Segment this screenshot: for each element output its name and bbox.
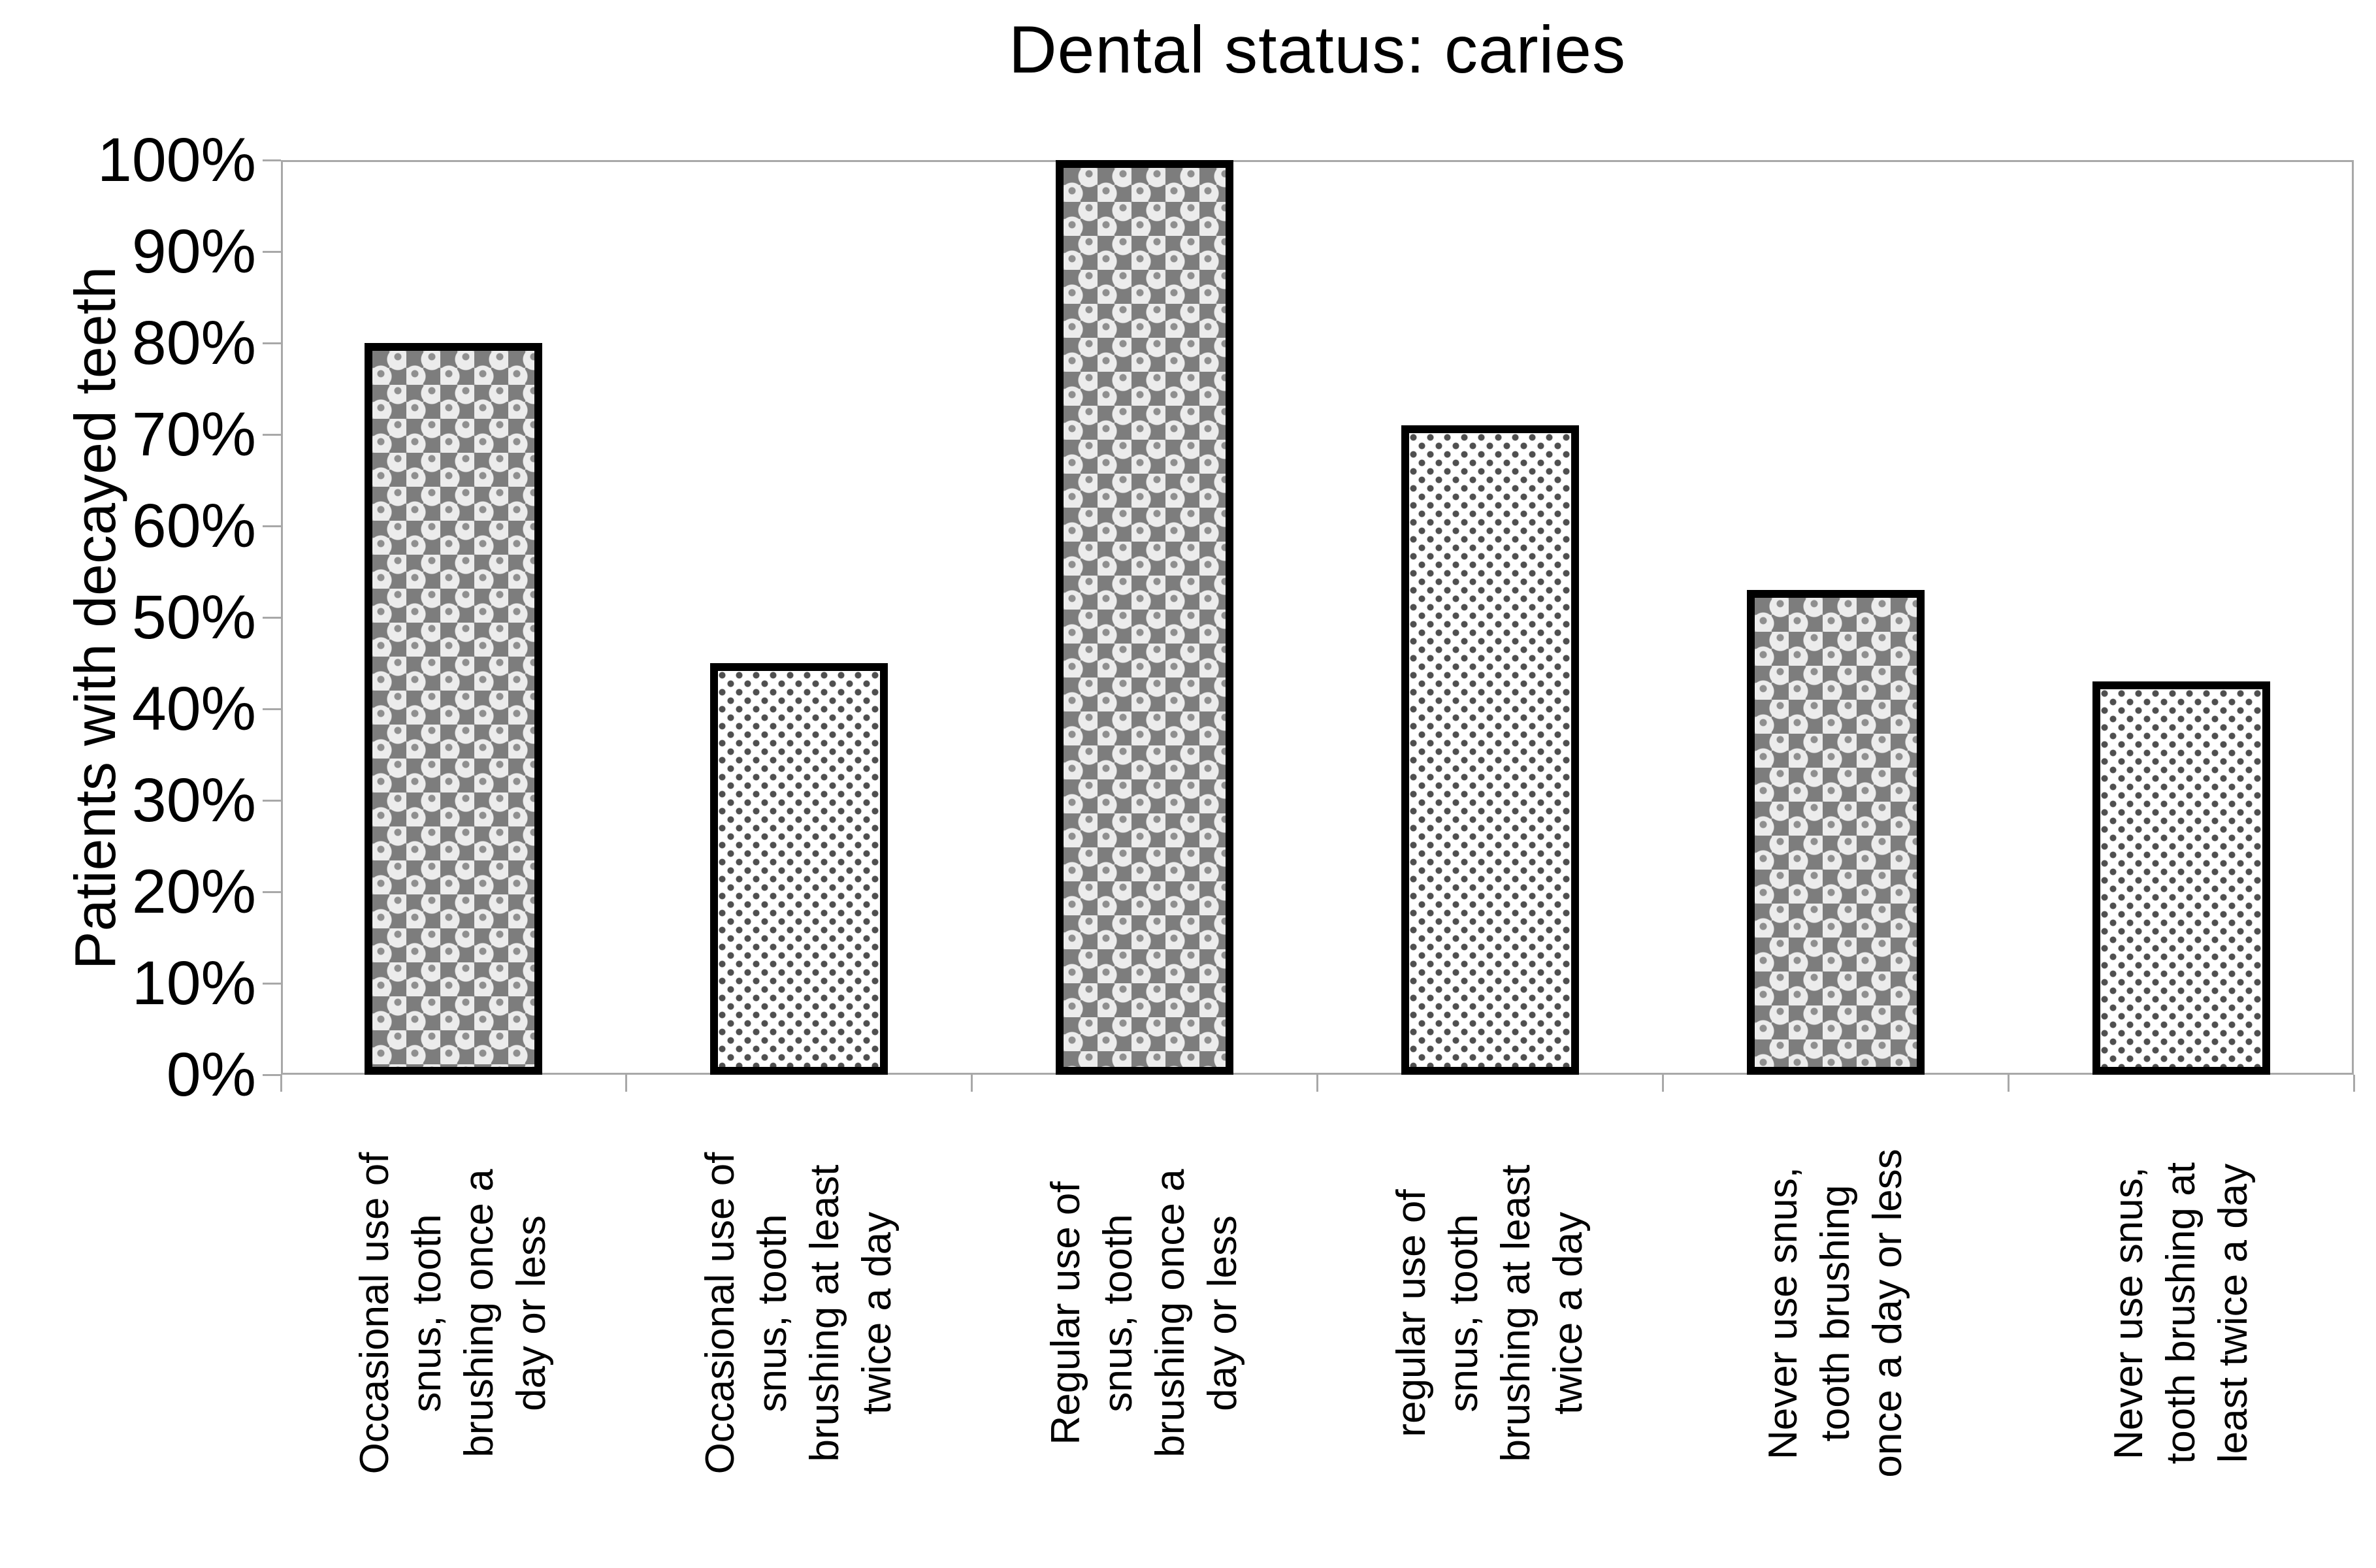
y-tick-mark [263,433,281,436]
y-tick-mark [263,982,281,985]
y-tick-mark [263,616,281,619]
y-tick-mark [263,799,281,802]
bar-3 [1056,160,1234,1075]
y-tick-label: 40% [131,674,256,743]
y-tick-mark [263,250,281,253]
y-tick-label: 30% [131,766,256,835]
x-category-label: Never use snus, tooth brushing once a da… [1760,1149,1910,1478]
plot-area [281,160,2354,1075]
x-tick-mark [2352,1075,2355,1092]
x-tick-mark [1316,1075,1318,1092]
x-tick-mark [280,1075,282,1092]
chart-title: Dental status: caries [1008,12,1627,87]
bar-6 [2092,681,2270,1075]
y-tick-mark [263,159,281,161]
bar-2 [710,663,888,1075]
x-category-label: Regular use of snus, tooth brushing once… [1043,1169,1246,1458]
y-tick-label: 50% [131,583,256,652]
y-tick-label: 10% [131,949,256,1018]
y-tick-mark [263,342,281,344]
bar-5 [1746,590,1925,1075]
y-tick-label: 60% [131,491,256,561]
y-tick-mark [263,890,281,893]
bar-1 [365,343,543,1075]
y-tick-mark [263,1073,281,1076]
x-tick-mark [1661,1075,1664,1092]
y-tick-label: 90% [131,217,256,286]
y-tick-label: 70% [131,400,256,469]
x-category-label: regular use of snus, tooth brushing at l… [1388,1164,1591,1462]
x-tick-mark [2007,1075,2010,1092]
y-tick-label: 20% [131,857,256,926]
x-category-label: Occasional use of snus, tooth brushing a… [698,1152,900,1475]
y-tick-mark [263,708,281,710]
x-tick-mark [625,1075,628,1092]
bar-4 [1401,425,1579,1075]
x-category-label: Occasional use of snus, tooth brushing o… [352,1152,555,1475]
y-tick-mark [263,525,281,527]
y-tick-label: 0% [166,1040,256,1109]
x-tick-mark [971,1075,973,1092]
y-tick-label: 100% [97,125,256,195]
x-category-label: Never use snus, tooth brushing at least … [2106,1162,2256,1464]
y-tick-label: 80% [131,308,256,378]
